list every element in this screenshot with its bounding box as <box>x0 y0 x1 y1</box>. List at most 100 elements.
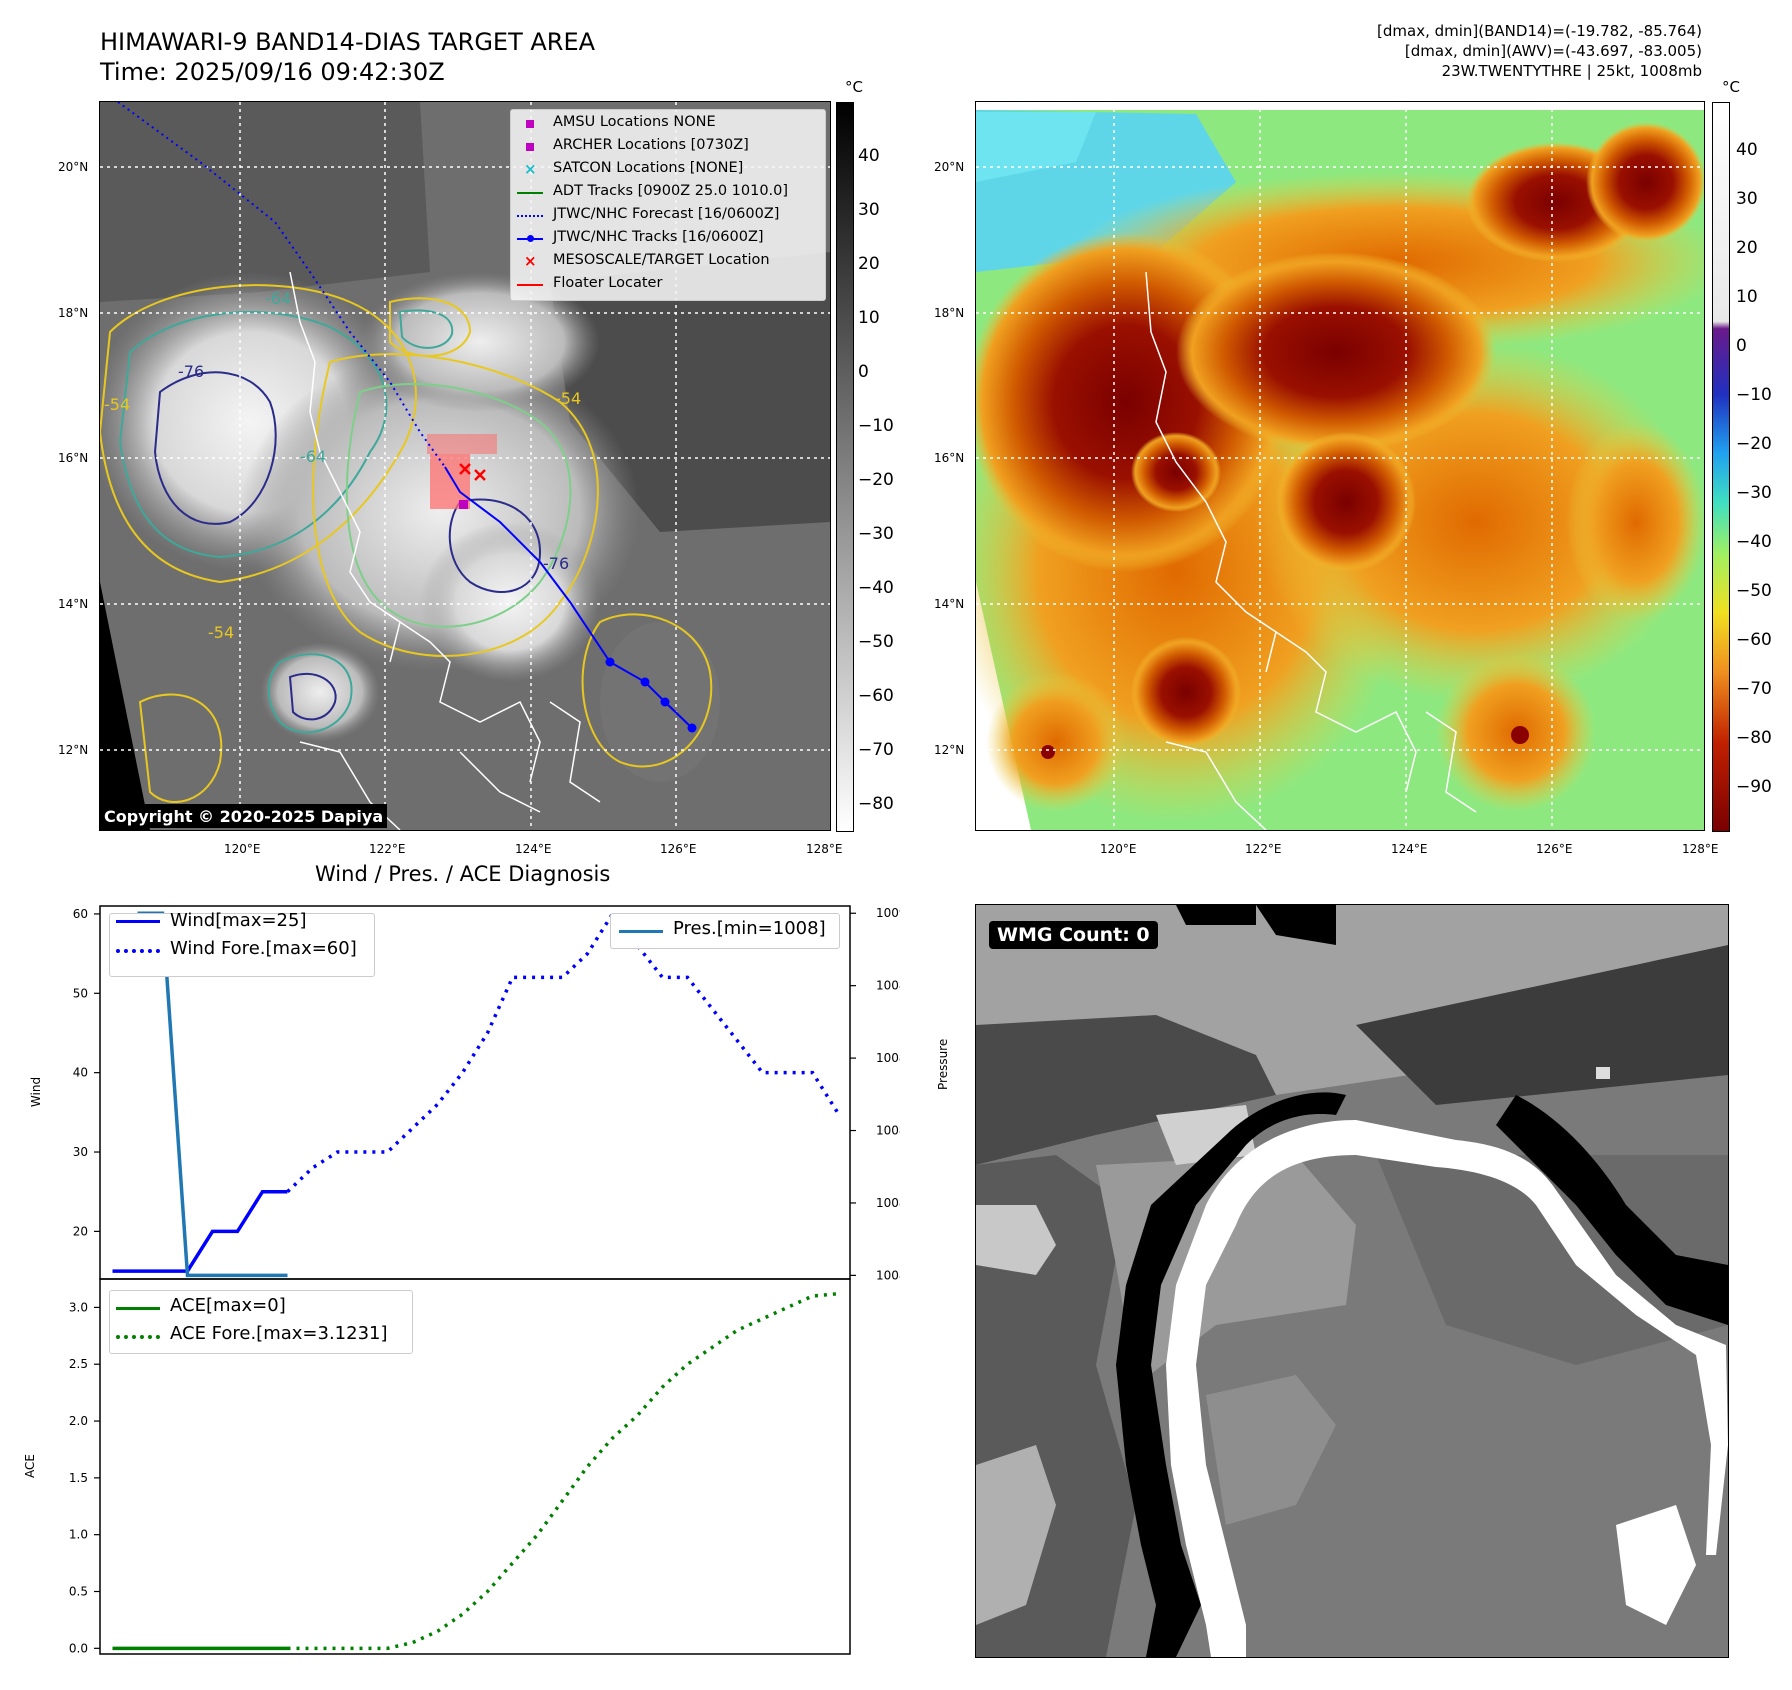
lat-tick-label: 20°N <box>934 160 965 174</box>
wind-legend-label: Wind[max=25] <box>170 910 307 931</box>
wind-tick-label: 30 <box>73 1145 88 1159</box>
colorbar-tick-label: −30 <box>1736 483 1772 503</box>
colorbar-tick-label: −20 <box>858 470 894 490</box>
pressure-tick-label: 1008.0 <box>876 1268 900 1282</box>
contour-label: -54 <box>208 623 234 642</box>
legend-marker: × <box>524 160 537 178</box>
copyright-label: Copyright © 2020-2025 Dapiya <box>100 804 388 828</box>
ace-legend: ACE[max=0] ACE Fore.[max=3.1231] <box>109 1290 413 1354</box>
colorbar-tick-label: 40 <box>858 146 880 166</box>
wind-tick-label: 40 <box>73 1066 88 1080</box>
figure-time: Time: 2025/09/16 09:42:30Z <box>100 58 445 86</box>
colorbar-tick-label: 0 <box>858 362 869 382</box>
colorbar-tick-label: 30 <box>1736 189 1758 209</box>
legend-label: ARCHER Locations [0730Z] <box>553 137 749 153</box>
wmg-panel <box>976 905 1728 1657</box>
legend-entry: ARCHER Locations [0730Z] <box>517 137 817 157</box>
wind-tick-label: 60 <box>73 907 88 921</box>
diagnosis-chart: 20 30 40 50 60 1008.0 1008.2 1008.4 1008.6 1008.8… <box>23 905 900 1655</box>
legend-label: JTWC/NHC Forecast [16/0600Z] <box>553 206 780 222</box>
lon-tick-label: 126°E <box>1536 842 1573 856</box>
colorbar-tick-label: 30 <box>858 200 880 220</box>
colorbar-tick-label: 20 <box>1736 238 1758 258</box>
legend-entry: ADT Tracks [0900Z 25.0 1010.0] <box>517 183 817 203</box>
ace-tick-label: 1.5 <box>69 1471 88 1485</box>
ace-tick-label: 2.5 <box>69 1357 88 1371</box>
legend-entry: JTWC/NHC Tracks [16/0600Z] <box>517 229 817 249</box>
target-location-markers <box>459 463 486 481</box>
target-area-box <box>430 454 470 509</box>
wind-series-line <box>112 1189 288 1273</box>
colorbar-tick-label: 10 <box>858 308 880 328</box>
colorbar-tick-label: −80 <box>858 794 894 814</box>
ace-tick-label: 0.5 <box>69 1585 88 1599</box>
legend-entry: × MESOSCALE/TARGET Location <box>517 252 817 272</box>
pressure-tick-label: 1008.8 <box>876 979 900 993</box>
floater-locater <box>427 434 497 454</box>
lat-tick-label: 16°N <box>58 451 89 465</box>
colorbar-tick-label: −60 <box>1736 630 1772 650</box>
wind-legend: Wind[max=25] Wind Fore.[max=60] <box>109 910 375 977</box>
legend-marker: × <box>524 252 537 270</box>
legend-label: MESOSCALE/TARGET Location <box>553 252 770 268</box>
legend-entry: JTWC/NHC Forecast [16/0600Z] <box>517 206 817 226</box>
map-legend: AMSU Locations NONE ARCHER Locations [073… <box>510 109 826 301</box>
colorbar-tick-label: −30 <box>858 524 894 544</box>
contour-label: -54 <box>104 395 130 414</box>
ir-map-panel: -64 -76 -54 -64 -54 -76 -54 AMSU Locatio… <box>90 101 830 831</box>
legend-label: Floater Locater <box>553 275 663 291</box>
pressure-legend-label: Pres.[min=1008] <box>673 918 826 939</box>
lat-tick-label: 18°N <box>934 306 965 320</box>
colorbar-tick-label: −70 <box>858 740 894 760</box>
ace-legend-label: ACE[max=0] <box>170 1295 286 1316</box>
lon-tick-label: 128°E <box>806 842 843 856</box>
colorbar-tick-label: −80 <box>1736 728 1772 748</box>
pressure-legend: Pres.[min=1008] <box>610 913 840 949</box>
colorbar-tick-label: −60 <box>858 686 894 706</box>
jtwc-best-track <box>444 466 693 729</box>
colorbar-tick-label: −10 <box>1736 385 1772 405</box>
legend-label: SATCON Locations [NONE] <box>553 160 744 176</box>
lat-tick-label: 16°N <box>934 451 965 465</box>
legend-label: ADT Tracks [0900Z 25.0 1010.0] <box>553 183 789 199</box>
wmg-frame <box>975 904 1729 1658</box>
contour-label: -64 <box>265 289 291 308</box>
lon-tick-label: 124°E <box>1391 842 1428 856</box>
lon-tick-label: 122°E <box>369 842 406 856</box>
colorbar-tick-label: −40 <box>858 578 894 598</box>
colorbar-tick-label: −50 <box>1736 581 1772 601</box>
wmg-count-badge: WMG Count: 0 <box>989 921 1158 949</box>
ace-fore-legend-label: ACE Fore.[max=3.1231] <box>170 1323 388 1344</box>
legend-marker <box>517 192 543 194</box>
legend-label: JTWC/NHC Tracks [16/0600Z] <box>553 229 764 245</box>
pressure-tick-label: 1009.0 <box>876 906 900 920</box>
contour-label: -76 <box>178 362 204 381</box>
archer-location-marker <box>459 500 468 509</box>
colorbar-tick-label: −70 <box>1736 679 1772 699</box>
lon-tick-label: 120°E <box>224 842 261 856</box>
figure-title: HIMAWARI-9 BAND14-DIAS TARGET AREA <box>100 28 596 56</box>
lat-tick-label: 14°N <box>934 597 965 611</box>
lon-tick-label: 120°E <box>1100 842 1137 856</box>
colorbar-tick-label: 20 <box>858 254 880 274</box>
ir-colorbar-unit: °C <box>845 78 863 96</box>
colorbar-tick-label: 40 <box>1736 140 1758 160</box>
ace-forecast-series-line <box>287 1292 838 1651</box>
legend-entry: × SATCON Locations [NONE] <box>517 160 817 180</box>
pressure-tick-label: 1008.6 <box>876 1051 900 1065</box>
wv-colorbar <box>1712 102 1730 832</box>
lon-tick-label: 126°E <box>660 842 697 856</box>
lat-tick-label: 18°N <box>58 306 89 320</box>
wv-map-image <box>946 102 1726 831</box>
colorbar-tick-label: 10 <box>1736 287 1758 307</box>
ace-tick-label: 3.0 <box>69 1300 88 1314</box>
colorbar-tick-label: −40 <box>1736 532 1772 552</box>
legend-entry: Floater Locater <box>517 275 817 295</box>
pressure-axis-label-text: Pressure <box>936 1038 950 1090</box>
awv-range-text: [dmax, dmin](AWV)=(-43.697, -83.005) <box>1404 42 1702 60</box>
wind-tick-label: 50 <box>73 986 88 1000</box>
wind-fore-legend-label: Wind Fore.[max=60] <box>170 938 357 959</box>
legend-dot <box>527 235 534 242</box>
legend-marker <box>517 284 543 286</box>
jtwc-forecast-track <box>117 101 446 468</box>
